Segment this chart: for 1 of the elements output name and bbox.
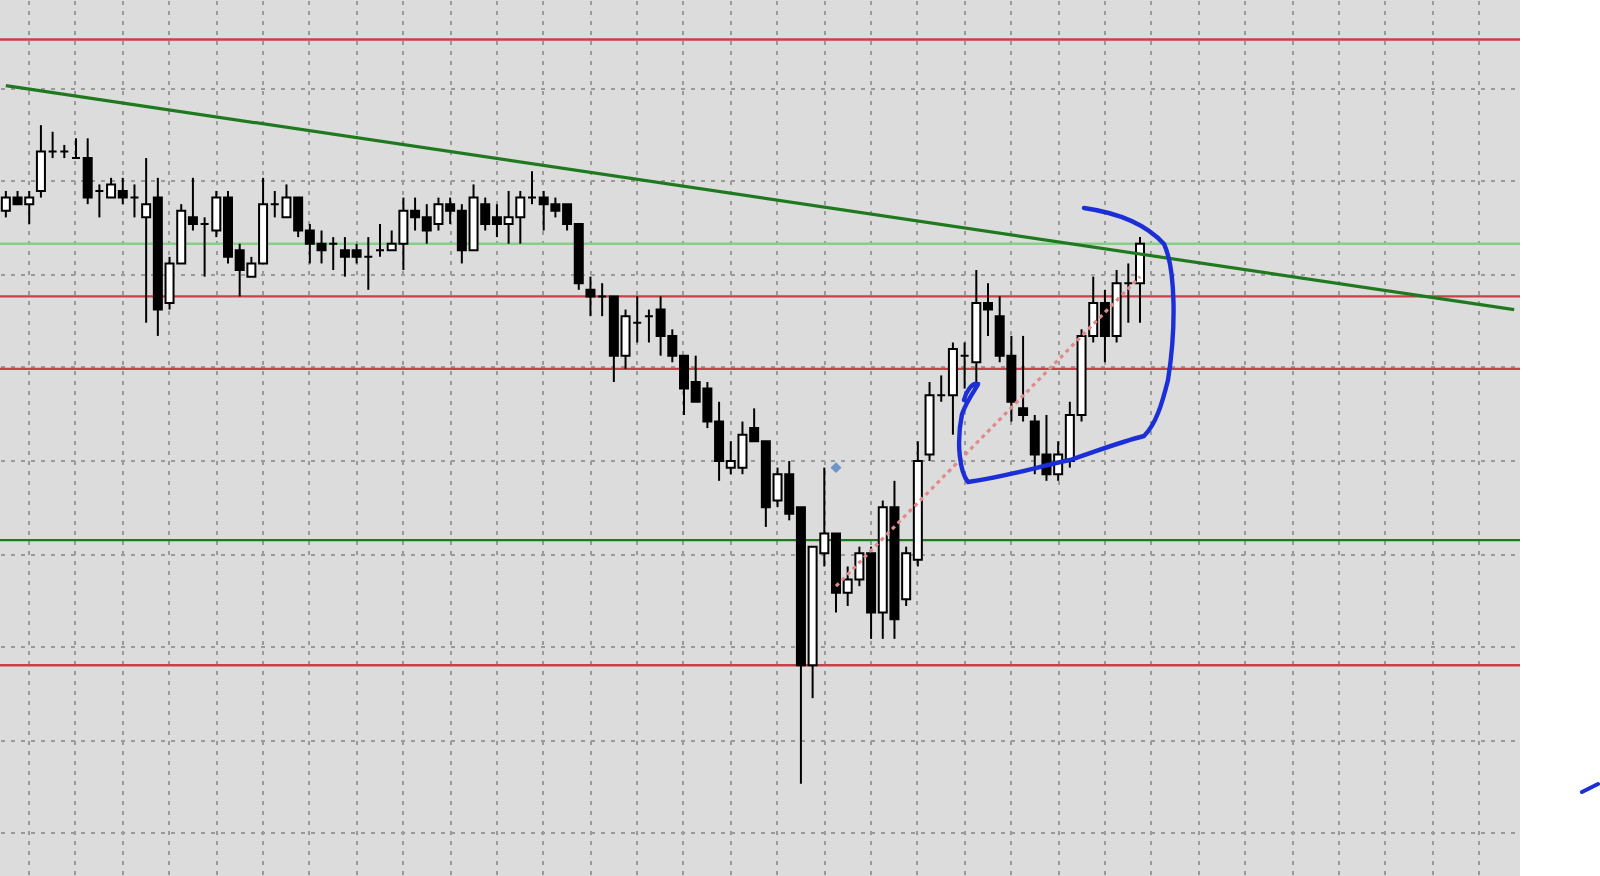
candlestick [1018, 334, 1029, 423]
